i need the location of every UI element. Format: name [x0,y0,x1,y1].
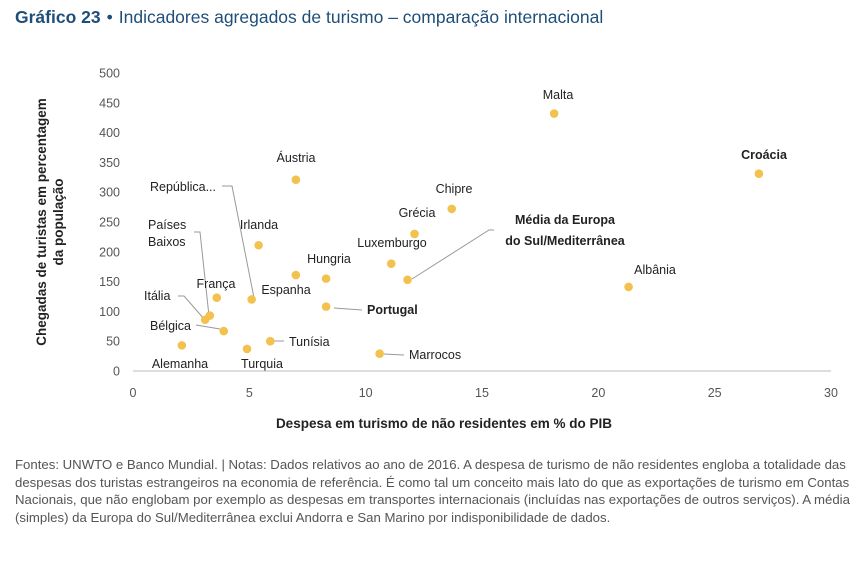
leader-line [383,353,405,356]
data-points [177,109,764,359]
leader-line [222,185,255,299]
point-label: França [197,277,236,291]
point-label: Média da Europa do Sul/Mediterrânea [505,213,626,248]
data-point [447,204,457,214]
x-tick-label: 10 [359,386,373,400]
data-point [291,175,301,184]
data-point [403,275,412,285]
x-axis-label: Despesa em turismo de não residentes em … [276,416,612,431]
data-point [265,336,275,346]
point-label: Áustria [277,150,316,165]
y-axis-label-line: Chegadas de turistas em percentagem [34,98,49,346]
x-tick-label: 20 [591,386,605,400]
x-tick-label: 25 [708,386,722,400]
figure-number: Gráfico 23 [15,7,101,27]
data-point [386,259,396,269]
figure-title: Indicadores agregados de turismo – compa… [118,7,604,27]
data-point [754,169,764,179]
y-tick-label: 350 [99,156,120,170]
point-label: Países Baixos [148,218,186,249]
data-point [549,109,559,118]
y-axis-label-line: da população [51,178,66,265]
title-separator: • [106,7,113,27]
x-tick-label: 0 [130,386,137,400]
point-label-line: Baixos [148,235,186,249]
data-point [321,302,331,311]
leader-line [194,231,210,317]
footnote: Fontes: UNWTO e Banco Mundial. | Notas: … [15,457,850,525]
point-label: Chipre [436,182,473,196]
scatter-chart: 0 50 100 150 200 250 300 350 400 450 500 0 5 10 15 20 25… [34,67,838,432]
point-label: Tunísia [289,335,330,349]
y-tick-label: 0 [113,365,120,379]
y-tick-label: 500 [99,67,120,81]
data-point [254,240,263,250]
x-tick-label: 30 [824,386,838,400]
point-label: Luxemburgo [357,236,427,250]
data-point [200,315,210,325]
point-label: República... [150,180,216,194]
leader-line [333,307,363,311]
y-tick-label: 200 [99,245,120,259]
point-label: Espanha [261,283,310,297]
point-label-line: Países [148,218,186,232]
data-point [291,270,301,280]
point-label: Malta [543,88,574,102]
y-tick-label: 250 [99,216,120,230]
y-tick-label: 450 [99,96,120,110]
point-label: Marrocos [409,348,461,362]
data-point [177,341,187,350]
chart-title: Gráfico 23 • Indicadores agregados de turi… [15,7,603,28]
y-tick-label: 100 [99,305,120,319]
point-label: Hungria [307,252,351,266]
y-tick-label: 300 [99,186,120,200]
y-tick-label: 400 [99,126,120,140]
point-label: Croácia [741,148,788,162]
x-tick-label: 15 [475,386,489,400]
point-label: Grécia [399,206,436,220]
axes: 0 50 100 150 200 250 300 350 400 450 500 0 5 10 15 20 25… [34,67,838,432]
data-point [247,295,256,304]
data-point [242,344,252,354]
point-label-line: do Sul/Mediterrânea [505,234,626,248]
point-label: Portugal [367,303,418,317]
leader-line [195,324,221,330]
leader-line [178,295,206,321]
point-label: Alemanha [152,357,208,371]
point-label: Bélgica [150,319,191,333]
point-label: Irlanda [240,218,278,232]
x-tick-label: 5 [246,386,253,400]
data-point [212,293,222,302]
data-point [219,326,229,336]
leader-line [411,229,494,280]
y-tick-label: 150 [99,275,120,289]
data-point [375,349,384,359]
point-label: Turquia [241,357,283,371]
point-label: Itália [144,289,170,303]
data-point [410,229,419,239]
y-tick-label: 50 [106,335,120,349]
data-point [624,282,633,292]
data-point [321,274,331,283]
point-label-line: Média da Europa [515,213,616,227]
point-label: Albânia [634,263,676,277]
y-axis-label: Chegadas de turistas em percentagem da po… [34,98,66,346]
